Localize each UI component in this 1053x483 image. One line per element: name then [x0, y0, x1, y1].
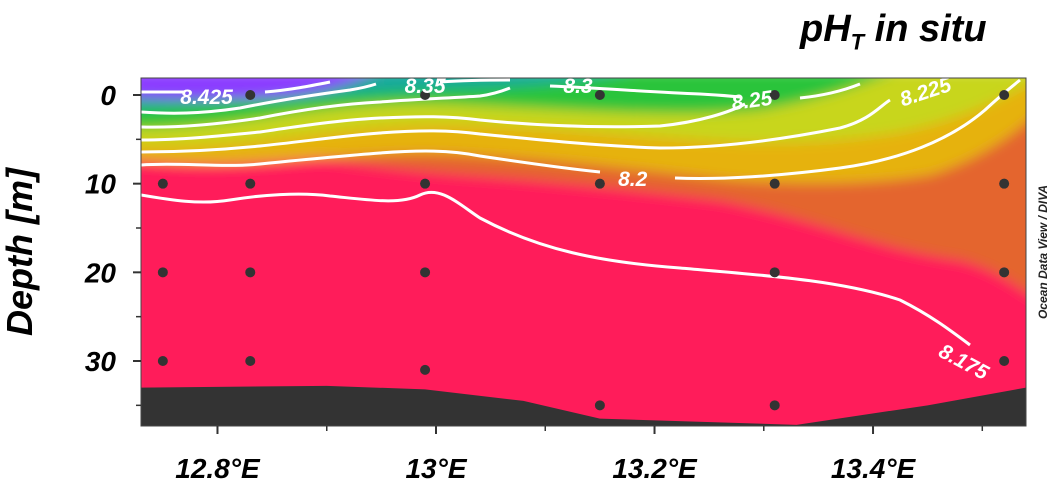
contour-line-8.25: [141, 82, 861, 142]
seafloor-bathymetry: [141, 385, 1026, 426]
contour-line-8.225: [141, 98, 891, 154]
y-tick-label: 0: [100, 80, 116, 111]
x-tick-label: 13.4°E: [831, 453, 917, 483]
contour-label: 8.35: [405, 75, 446, 98]
station-point: [157, 178, 168, 189]
plot-frame: [140, 77, 1027, 427]
station-point: [594, 400, 605, 411]
station-points: [157, 90, 1010, 411]
station-point: [420, 364, 431, 375]
x-tick-label: 13.2°E: [612, 453, 698, 483]
station-point: [245, 356, 256, 366]
contour-line-8.425: [141, 80, 331, 94]
y-tick-label: 20: [84, 257, 117, 288]
station-point: [420, 267, 431, 278]
station-point: [999, 356, 1010, 366]
y-axis: 0 10 20 30: [84, 80, 141, 407]
station-point: [157, 267, 168, 278]
contour-line-8.35: [141, 78, 511, 115]
contour-lines: [141, 78, 1021, 347]
contour-label: 8.25: [730, 87, 774, 116]
color-field: [141, 78, 1026, 426]
contour-line-8.175: [141, 190, 971, 347]
contour-line-8.3: [141, 84, 741, 129]
band-8.425: [141, 78, 363, 100]
x-tick-label: 13°E: [405, 453, 467, 483]
station-point: [594, 90, 605, 100]
station-point: [594, 178, 605, 189]
station-point: [245, 90, 256, 100]
station-point: [157, 356, 168, 366]
station-point: [999, 267, 1010, 278]
station-point: [245, 267, 256, 278]
x-tick-label: 12.8°E: [175, 453, 261, 483]
contour-label: 8.2: [618, 168, 648, 191]
station-point: [245, 178, 256, 189]
station-point: [999, 178, 1010, 189]
contour-label: 8.425: [180, 86, 233, 109]
chart-title: pHT in situ: [800, 8, 987, 55]
y-tick-label: 30: [85, 346, 117, 377]
contour-line-8.2: [141, 78, 1021, 181]
station-point: [420, 90, 431, 100]
station-point: [769, 267, 780, 278]
station-point: [769, 400, 780, 411]
x-axis: 12.8°E 13°E 13.2°E 13.4°E: [175, 426, 984, 483]
station-point: [420, 178, 431, 189]
station-point: [769, 90, 780, 100]
y-tick-label: 10: [85, 169, 117, 200]
contour-label: 8.3: [563, 75, 593, 98]
station-point: [769, 178, 780, 189]
station-point: [999, 90, 1010, 100]
